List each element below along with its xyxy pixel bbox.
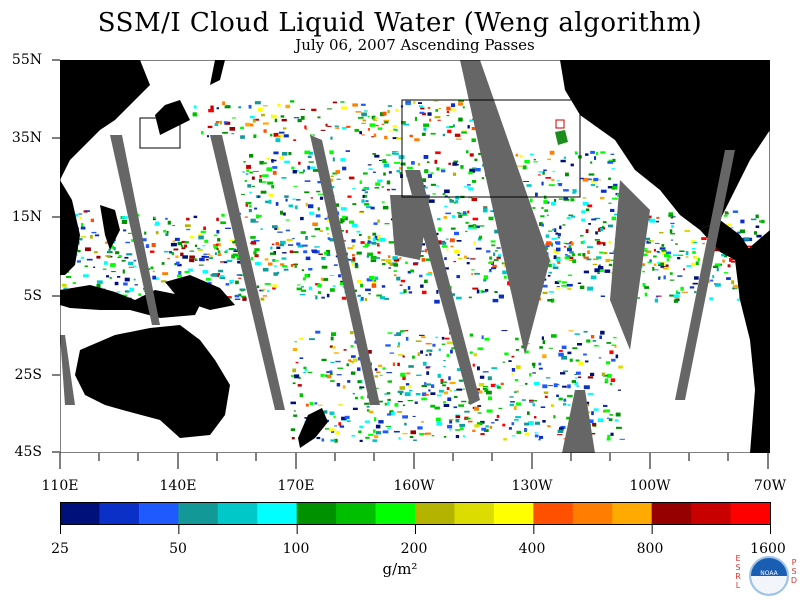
colorbar-label: 50: [169, 541, 187, 557]
x-axis-ticks: [59, 453, 769, 469]
y-tick-label: 35N: [11, 130, 42, 146]
swath-gap: [60, 335, 75, 405]
colorbar-cell: [336, 502, 377, 524]
hawaii: [555, 130, 568, 145]
x-tick-label: 130W: [511, 478, 553, 494]
colorbar-cell: [257, 502, 298, 524]
colorbar-units: g/m²: [382, 560, 418, 578]
colorbar-cell: [730, 502, 771, 524]
swath-gap: [460, 60, 550, 355]
colorbar-cell: [138, 502, 179, 524]
swath-gap: [675, 150, 735, 400]
y-tick-label: 25S: [14, 367, 42, 383]
x-tick-label: 100W: [629, 478, 671, 494]
cloud-water-map: [60, 60, 770, 453]
y-tick-label: 45S: [14, 444, 42, 460]
region-box-hawaii: [555, 119, 565, 129]
china-coast: [60, 180, 80, 275]
indonesia: [60, 285, 200, 318]
colorbar-cell: [691, 502, 732, 524]
map-title: SSM/I Cloud Liquid Water (Weng algorithm…: [97, 8, 703, 38]
colorbar-cell: [178, 502, 219, 524]
colorbar-cell: [572, 502, 613, 524]
south-america: [735, 230, 770, 453]
colorbar-cell: [454, 502, 495, 524]
region-box: [401, 99, 581, 198]
new-zealand: [298, 408, 328, 448]
colorbar-cell: [493, 502, 534, 524]
colorbar-cell: [217, 502, 258, 524]
swath-gap: [610, 180, 650, 350]
region-box-small: [139, 117, 181, 149]
colorbar-cell: [651, 502, 692, 524]
colorbar-label: 100: [282, 541, 310, 557]
colorbar-label: 200: [400, 541, 428, 557]
new-guinea: [165, 275, 235, 310]
colorbar-cell: [60, 502, 100, 524]
philippines: [100, 205, 120, 250]
australia: [75, 325, 230, 438]
swath-gaps: [60, 60, 735, 453]
x-tick-label: 70W: [753, 478, 787, 494]
noaa-logo-text: NOAA: [760, 570, 778, 577]
y-tick-label: 5S: [23, 288, 43, 304]
colorbar-cell: [415, 502, 455, 524]
colorbar-cell: [296, 502, 337, 524]
colorbar-label: 25: [51, 541, 69, 557]
x-tick-label: 110E: [41, 478, 79, 494]
colorbar-cell: [612, 502, 653, 524]
colorbar: [60, 502, 771, 534]
colorbar-label: 400: [518, 541, 546, 557]
x-tick-label: 160W: [393, 478, 435, 494]
map-subtitle: July 06, 2007 Ascending Passes: [295, 36, 535, 54]
colorbar-cell: [99, 502, 140, 524]
swath-gap: [562, 390, 595, 453]
kamchatka: [210, 60, 225, 85]
swath-gap: [210, 135, 285, 410]
y-axis-ticks: [52, 59, 60, 453]
asia-land: [60, 60, 150, 180]
x-tick-label: 170E: [277, 478, 315, 494]
swath-gap: [310, 135, 380, 405]
y-tick-label: 15N: [11, 209, 42, 225]
swath-gap: [390, 195, 430, 260]
colorbar-label: 800: [636, 541, 664, 557]
swath-gap: [110, 135, 160, 325]
x-tick-label: 140E: [159, 478, 197, 494]
colorbar-cell: [533, 502, 574, 524]
colorbar-label: 1600: [750, 541, 786, 557]
noaa-logo: NOAA: [749, 556, 789, 596]
colorbar-cell: [375, 502, 416, 524]
y-tick-label: 55N: [11, 52, 42, 68]
